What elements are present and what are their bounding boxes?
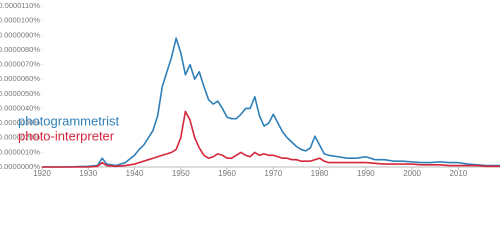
x-tick-label: 1970 xyxy=(264,169,282,178)
x-tick-label: 2000 xyxy=(403,169,421,178)
x-tick-label: 1930 xyxy=(79,169,97,178)
y-tick-label: 0.0000110% xyxy=(0,1,40,10)
y-tick-label: 0.0000090% xyxy=(0,30,40,39)
y-tick-label: 0.0000050% xyxy=(0,89,40,98)
y-tick-label: 0.0000070% xyxy=(0,60,40,69)
series-line xyxy=(42,110,500,168)
x-tick-label: 1940 xyxy=(126,169,144,178)
x-tick-label: 1920 xyxy=(33,169,51,178)
x-tick-label: 1980 xyxy=(311,169,329,178)
y-tick-label: 0.0000040% xyxy=(0,103,40,112)
chart: 0.0000000% 0.0000010% 0.0000020% 0.0000030%… xyxy=(0,1,500,178)
y-tick-label: 0.0000100% xyxy=(0,16,40,25)
x-tick-label: 2010 xyxy=(449,169,467,178)
y-tick-label: 0.0000000% xyxy=(0,162,40,171)
y-tick-label: 0.0000060% xyxy=(0,74,40,83)
series-line xyxy=(42,37,500,168)
y-tick-label: 0.0000080% xyxy=(0,45,40,54)
legend-entry: photogrammetrist xyxy=(18,113,120,128)
x-tick-label: 1960 xyxy=(218,169,236,178)
x-tick-label: 1950 xyxy=(172,169,190,178)
y-tick-label: 0.0000030% xyxy=(0,118,40,127)
x-tick-label: 1990 xyxy=(357,169,375,178)
y-tick-label: 0.0000010% xyxy=(0,147,40,156)
legend-entry: photo-interpreter xyxy=(18,128,115,143)
y-tick-label: 0.0000020% xyxy=(0,133,40,142)
